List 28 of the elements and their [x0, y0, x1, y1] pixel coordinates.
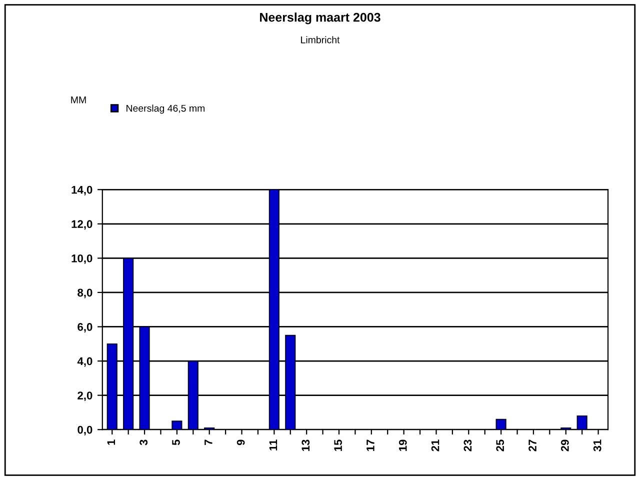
x-tick-label: 19 [398, 440, 407, 451]
x-tick-label: 1 [107, 440, 115, 445]
x-tick-label: 23 [464, 440, 472, 452]
x-tick-label: 7 [204, 440, 212, 446]
chart-subtitle: Limbricht [301, 36, 340, 44]
x-tick-label: 5 [172, 440, 180, 446]
y-tick-label: 6,0 [78, 323, 92, 332]
y-tick-label: 4,0 [77, 357, 92, 367]
y-tick-label: 8,0 [78, 288, 92, 298]
x-tick-label: 9 [236, 440, 245, 446]
x-tick-label: 25 [496, 440, 504, 452]
text: MM [71, 96, 86, 104]
y-tick-label: 2,0 [78, 392, 92, 402]
x-tick-label: 27 [528, 440, 536, 452]
legend-label: Neerslag 46,5 mm [126, 104, 205, 114]
y-tick-label: 10,0 [72, 254, 92, 264]
x-tick-label: 15 [334, 440, 342, 451]
x-tick-label: 3 [140, 440, 148, 446]
x-tick-label: 17 [366, 440, 374, 451]
y-tick-label: 12,0 [72, 220, 92, 230]
chart-title: Neerslag maart 2003 [260, 12, 380, 24]
x-tick-label: 31 [593, 440, 602, 452]
y-tick-label: 14,0 [72, 186, 92, 196]
y-tick-label: 0,0 [78, 426, 92, 436]
x-tick-label: 13 [302, 440, 310, 451]
x-tick-label: 29 [560, 440, 569, 452]
x-tick-label: 11 [269, 440, 278, 450]
x-tick-label: 21 [431, 440, 440, 452]
